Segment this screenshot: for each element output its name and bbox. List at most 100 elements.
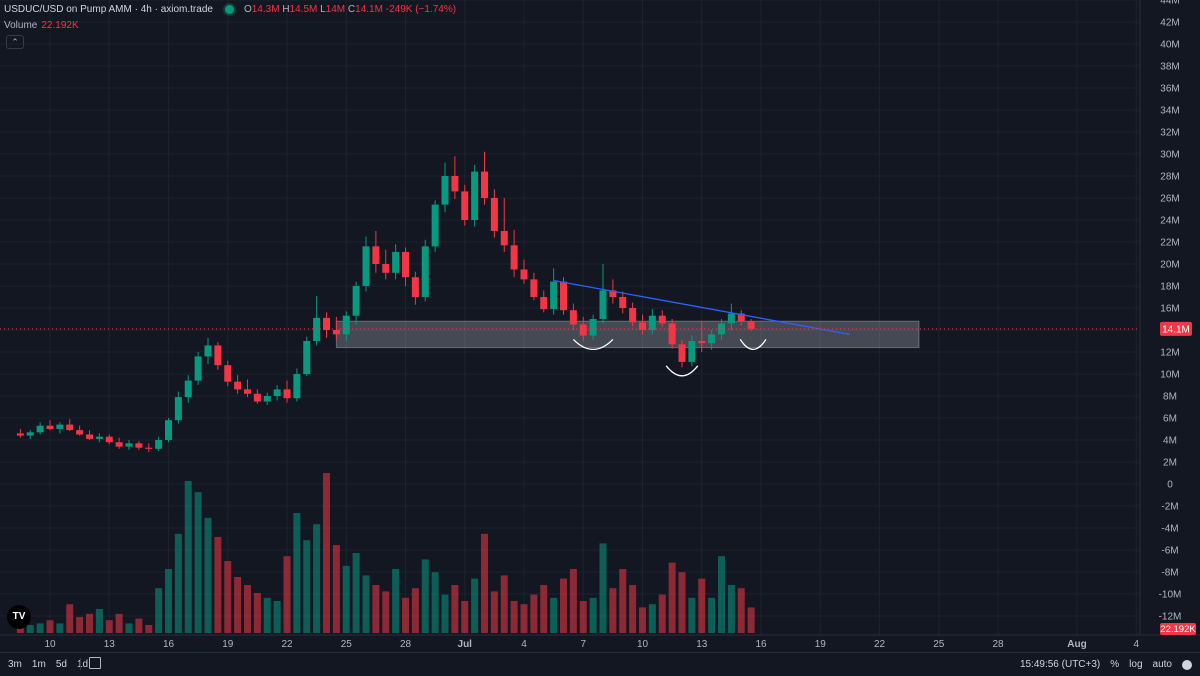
range-buttons: 3m 1m 5d 1d xyxy=(8,659,88,670)
candle-body xyxy=(579,324,587,336)
candle-body xyxy=(105,436,113,443)
candle-body xyxy=(155,440,163,449)
volume-bar xyxy=(431,572,439,633)
candle-body xyxy=(589,319,597,336)
clock-time[interactable]: 15:49:56 (UTC+3) xyxy=(1019,659,1101,670)
candle-body xyxy=(283,389,291,399)
volume-bar xyxy=(490,591,498,633)
y-tick-label: 24M xyxy=(1160,216,1179,227)
volume-bar xyxy=(174,533,182,633)
candle-body xyxy=(747,321,755,329)
candle-body xyxy=(204,345,212,357)
settings-icon[interactable] xyxy=(1182,659,1192,670)
candle-body xyxy=(639,322,646,330)
auto-toggle[interactable]: auto xyxy=(1152,659,1172,670)
candle-body xyxy=(352,286,360,316)
volume-bar xyxy=(372,585,380,633)
x-tick-label: 28 xyxy=(992,639,1004,650)
volume-bar xyxy=(273,601,281,633)
calendar-icon[interactable] xyxy=(89,657,101,669)
volume-bar xyxy=(520,604,528,633)
change-value: -249K (−1.74%) xyxy=(385,4,457,15)
candle-body xyxy=(174,397,182,421)
volume-bar xyxy=(323,473,330,633)
candle-body xyxy=(569,310,577,325)
volume-bar xyxy=(95,609,103,633)
y-tick-label: -2M xyxy=(1161,502,1178,513)
candle-body xyxy=(510,245,518,270)
symbol-legend: USDUC/USD on Pump AMM · 4h · axiom.trade… xyxy=(4,4,456,15)
volume-bar xyxy=(500,575,508,633)
candle-body xyxy=(263,396,271,402)
candle-body xyxy=(224,365,232,382)
candle-body xyxy=(471,171,479,220)
price-chart[interactable]: 44M42M40M38M36M34M32M30M28M26M24M22M20M1… xyxy=(0,0,1200,652)
x-tick-label: 7 xyxy=(580,639,586,650)
x-tick-label: 19 xyxy=(222,639,234,650)
candle-body xyxy=(411,277,419,297)
y-tick-label: 16M xyxy=(1160,304,1179,315)
range-3m-button[interactable]: 3m xyxy=(8,659,22,670)
candle-body xyxy=(609,290,617,297)
y-tick-label: 42M xyxy=(1160,18,1179,29)
y-tick-label: -6M xyxy=(1161,546,1178,557)
candle-body xyxy=(708,334,716,344)
y-tick-label: -4M xyxy=(1161,524,1178,535)
candle-body xyxy=(125,443,133,447)
log-toggle[interactable]: log xyxy=(1129,659,1143,670)
candle-body xyxy=(658,315,666,324)
volume-bar xyxy=(421,559,429,633)
candle-body xyxy=(560,281,567,311)
volume-bar xyxy=(253,593,261,633)
volume-bar xyxy=(16,626,24,633)
range-1d-button[interactable]: 1d xyxy=(76,659,89,670)
x-tick-label: 10 xyxy=(44,639,56,650)
volume-bar xyxy=(708,597,716,633)
volume-bar xyxy=(609,588,617,633)
x-tick-label: 16 xyxy=(755,639,767,650)
symbol-title[interactable]: USDUC/USD on Pump AMM · 4h · axiom.trade xyxy=(4,4,213,15)
candle-body xyxy=(668,323,676,345)
chevron-up-icon[interactable]: ⌃ xyxy=(6,35,24,49)
volume-bar xyxy=(392,569,400,633)
last-price-tag-bg xyxy=(1160,321,1192,336)
candle-body xyxy=(253,393,261,402)
volume-bar xyxy=(648,604,656,633)
x-tick-label: 25 xyxy=(933,639,945,650)
volume-bar xyxy=(658,594,666,633)
volume-bar xyxy=(263,597,271,633)
candle-body xyxy=(76,430,84,435)
volume-bar xyxy=(579,601,587,633)
volume-bar xyxy=(36,623,44,633)
candle-body xyxy=(461,191,469,220)
volume-bar xyxy=(165,569,172,633)
volume-bar xyxy=(560,578,567,633)
volume-bar xyxy=(471,578,479,633)
volume-bar xyxy=(125,623,133,633)
candle-body xyxy=(421,246,429,297)
tradingview-logo[interactable]: TV xyxy=(7,605,31,629)
range-1m-button[interactable]: 1m xyxy=(31,659,46,670)
volume-bar xyxy=(569,569,577,633)
percent-toggle[interactable]: % xyxy=(1110,659,1120,670)
volume-bar xyxy=(293,513,301,633)
candle-body xyxy=(273,389,281,396)
volume-bar xyxy=(718,556,725,633)
volume-bar xyxy=(145,625,153,633)
candle-body xyxy=(619,297,627,308)
range-5d-button[interactable]: 5d xyxy=(55,659,67,670)
candle-body xyxy=(95,436,103,439)
y-tick-label: 44M xyxy=(1160,0,1179,7)
candle-body xyxy=(520,269,528,280)
volume-bar xyxy=(105,620,113,633)
y-tick-label: 20M xyxy=(1160,260,1179,271)
candle-body xyxy=(372,246,380,264)
candle-body xyxy=(342,315,350,335)
volume-bar xyxy=(411,588,419,633)
volume-bar xyxy=(362,575,370,633)
y-tick-label: -12M xyxy=(1159,612,1182,623)
x-tick-label: 13 xyxy=(104,639,116,650)
x-tick-label: 28 xyxy=(400,639,412,650)
candle-body xyxy=(66,424,74,431)
volume-tag: 22.192K xyxy=(1160,624,1196,635)
